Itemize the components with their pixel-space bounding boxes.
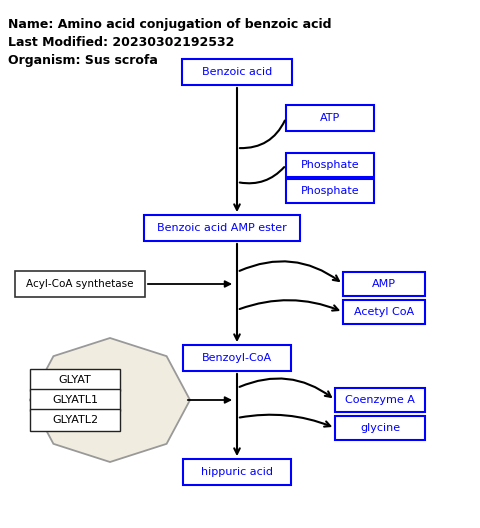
Text: Benzoic acid AMP ester: Benzoic acid AMP ester	[157, 223, 287, 233]
Text: Benzoic acid: Benzoic acid	[202, 67, 272, 77]
FancyBboxPatch shape	[30, 389, 120, 411]
Text: GLYATL2: GLYATL2	[52, 415, 98, 425]
FancyBboxPatch shape	[183, 459, 291, 485]
FancyBboxPatch shape	[183, 345, 291, 371]
FancyBboxPatch shape	[30, 369, 120, 391]
FancyBboxPatch shape	[286, 153, 374, 177]
FancyBboxPatch shape	[30, 409, 120, 431]
FancyBboxPatch shape	[335, 416, 425, 440]
FancyBboxPatch shape	[343, 272, 425, 296]
Polygon shape	[30, 338, 190, 462]
Text: GLYAT: GLYAT	[59, 375, 91, 385]
Text: Organism: Sus scrofa: Organism: Sus scrofa	[8, 54, 158, 67]
FancyBboxPatch shape	[15, 271, 145, 297]
Text: GLYATL1: GLYATL1	[52, 395, 98, 405]
Text: glycine: glycine	[360, 423, 400, 433]
Text: Name: Amino acid conjugation of benzoic acid: Name: Amino acid conjugation of benzoic …	[8, 18, 332, 31]
Text: ATP: ATP	[320, 113, 340, 123]
Text: Acetyl CoA: Acetyl CoA	[354, 307, 414, 317]
Text: Phosphate: Phosphate	[300, 186, 360, 196]
Text: Acyl-CoA synthetase: Acyl-CoA synthetase	[26, 279, 134, 289]
FancyBboxPatch shape	[144, 215, 300, 241]
Text: Last Modified: 20230302192532: Last Modified: 20230302192532	[8, 36, 234, 49]
FancyBboxPatch shape	[286, 105, 374, 131]
FancyBboxPatch shape	[182, 59, 292, 85]
FancyBboxPatch shape	[343, 300, 425, 324]
FancyBboxPatch shape	[335, 388, 425, 412]
Text: AMP: AMP	[372, 279, 396, 289]
FancyBboxPatch shape	[286, 179, 374, 203]
Text: Benzoyl-CoA: Benzoyl-CoA	[202, 353, 272, 363]
Text: Phosphate: Phosphate	[300, 160, 360, 170]
Text: Coenzyme A: Coenzyme A	[345, 395, 415, 405]
Text: hippuric acid: hippuric acid	[201, 467, 273, 477]
